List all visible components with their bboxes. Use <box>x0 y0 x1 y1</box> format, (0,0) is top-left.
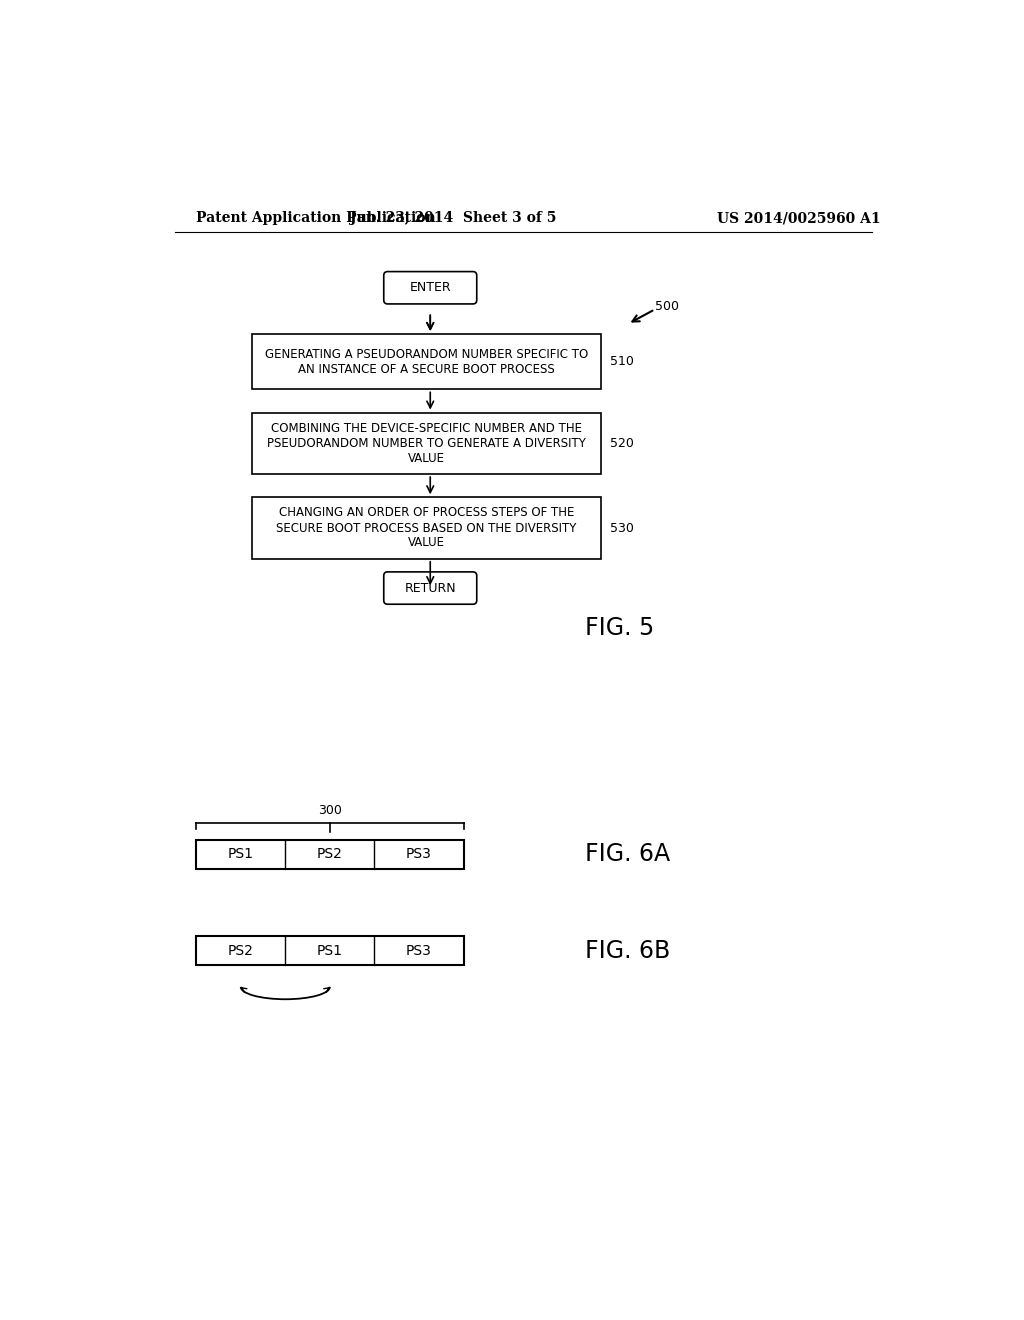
Text: PS1: PS1 <box>316 944 343 958</box>
Text: PS3: PS3 <box>407 847 432 862</box>
Text: US 2014/0025960 A1: US 2014/0025960 A1 <box>717 211 881 226</box>
Text: CHANGING AN ORDER OF PROCESS STEPS OF THE
SECURE BOOT PROCESS BASED ON THE DIVER: CHANGING AN ORDER OF PROCESS STEPS OF TH… <box>276 507 577 549</box>
Text: ENTER: ENTER <box>410 281 451 294</box>
Text: RETURN: RETURN <box>404 582 456 594</box>
Bar <box>252 413 601 474</box>
Text: FIG. 6A: FIG. 6A <box>586 842 671 866</box>
Text: Jan. 23, 2014  Sheet 3 of 5: Jan. 23, 2014 Sheet 3 of 5 <box>350 211 557 226</box>
Text: Patent Application Publication: Patent Application Publication <box>197 211 436 226</box>
Text: COMBINING THE DEVICE-SPECIFIC NUMBER AND THE
PSEUDORANDOM NUMBER TO GENERATE A D: COMBINING THE DEVICE-SPECIFIC NUMBER AND… <box>267 422 586 465</box>
Text: FIG. 6B: FIG. 6B <box>586 939 671 962</box>
Text: PS2: PS2 <box>227 944 254 958</box>
Text: GENERATING A PSEUDORANDOM NUMBER SPECIFIC TO
AN INSTANCE OF A SECURE BOOT PROCES: GENERATING A PSEUDORANDOM NUMBER SPECIFI… <box>265 347 588 376</box>
Text: PS3: PS3 <box>407 944 432 958</box>
Text: 530: 530 <box>610 521 634 535</box>
Text: PS1: PS1 <box>227 847 254 862</box>
Bar <box>252 334 601 389</box>
Text: PS2: PS2 <box>317 847 343 862</box>
Text: 300: 300 <box>317 804 342 817</box>
FancyBboxPatch shape <box>384 572 477 605</box>
Text: 520: 520 <box>610 437 634 450</box>
Text: 510: 510 <box>610 355 634 368</box>
Text: 500: 500 <box>655 300 679 313</box>
FancyBboxPatch shape <box>384 272 477 304</box>
Bar <box>197 840 464 869</box>
Bar <box>252 498 601 558</box>
Text: FIG. 5: FIG. 5 <box>586 616 654 640</box>
Bar <box>197 936 464 965</box>
